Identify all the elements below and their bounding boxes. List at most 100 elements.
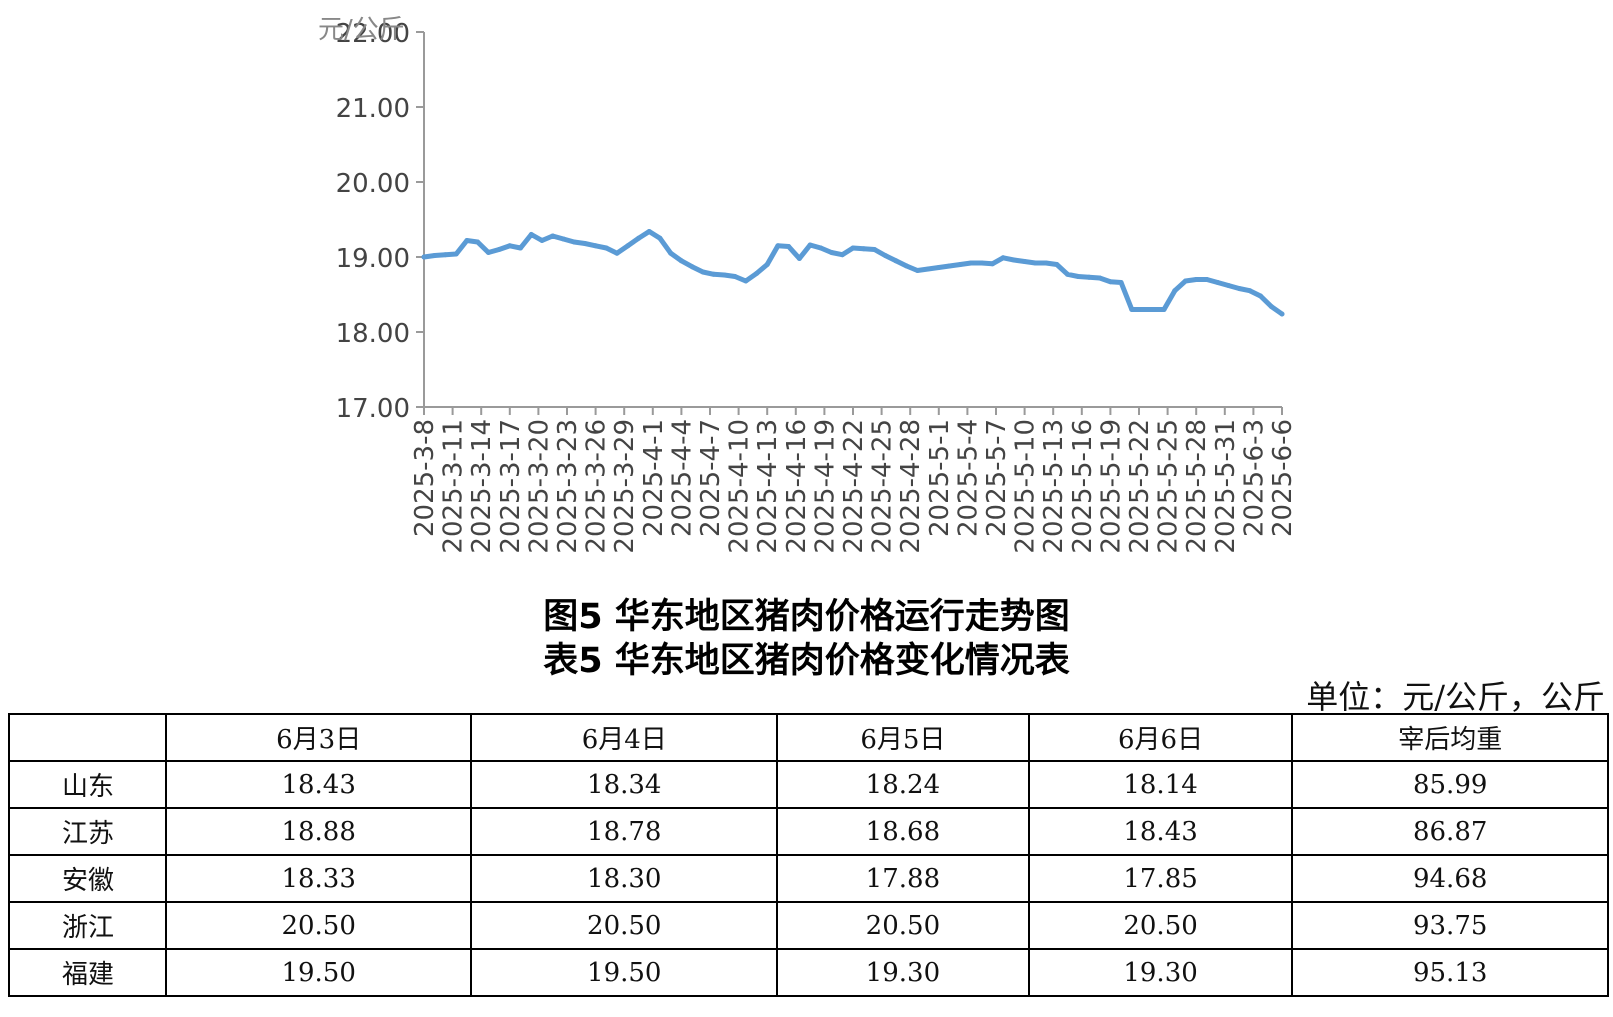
- header-cell: 6月3日: [164, 713, 473, 762]
- data-point: [432, 253, 438, 258]
- y-tick-label: 21.00: [336, 94, 410, 124]
- data-point: [1086, 274, 1092, 280]
- data-point: [1118, 280, 1124, 285]
- table-row: 安徽 18.33 18.30 17.88 17.85 94.68: [8, 854, 1609, 903]
- value-cell: 18.33: [164, 854, 473, 903]
- x-tick-label: 2025-3-26: [582, 419, 612, 554]
- data-point: [786, 244, 792, 249]
- value-cell: 18.43: [1027, 807, 1294, 856]
- data-point: [668, 250, 674, 256]
- data-point: [1215, 280, 1221, 285]
- x-tick-label: 2025-4-4: [667, 419, 697, 537]
- data-point: [1000, 255, 1006, 261]
- x-tick-label: 2025-5-31: [1211, 419, 1241, 554]
- y-tick-label: 17.00: [336, 394, 410, 424]
- price-line-chart: 17.00 18.00 19.00 20.00 21.00 22.00元/公斤 2025-…: [318, 15, 1298, 554]
- data-point: [1022, 259, 1028, 264]
- data-point: [1258, 293, 1263, 299]
- table-row: 福建 19.50 19.50 19.30 19.30 95.13: [8, 948, 1609, 997]
- data-point: [518, 245, 523, 251]
- data-point: [882, 253, 888, 258]
- data-point: [485, 250, 491, 255]
- data-point: [764, 262, 770, 267]
- header-cell: 6月4日: [470, 713, 779, 762]
- value-cell: 18.14: [1027, 760, 1294, 809]
- x-tick-label: 2025-5-7: [982, 419, 1012, 537]
- data-point: [1075, 274, 1081, 279]
- data-point: [1054, 262, 1060, 267]
- x-tick-label: 2025-5-13: [1039, 419, 1069, 554]
- data-point: [475, 239, 481, 245]
- value-cell: 20.50: [470, 901, 779, 950]
- data-point: [904, 263, 910, 269]
- x-tick-label: 2025-4-19: [810, 419, 840, 554]
- data-point: [957, 262, 963, 267]
- data-point: [1268, 304, 1274, 309]
- table-row: 山东 18.43 18.34 18.24 18.14 85.99: [8, 760, 1609, 809]
- data-point: [968, 260, 974, 266]
- x-tick-label: 2025-4-16: [782, 419, 812, 554]
- data-point: [979, 260, 985, 266]
- data-point: [775, 243, 781, 249]
- data-point: [453, 251, 459, 257]
- value-cell: 95.13: [1291, 948, 1609, 997]
- data-point: [603, 245, 609, 251]
- value-cell: 18.68: [776, 807, 1030, 856]
- header-cell: 6月5日: [776, 713, 1030, 762]
- unit-label: 单位：元/公斤，公斤: [1306, 678, 1605, 716]
- x-tick-label: 2025-5-22: [1125, 419, 1155, 554]
- data-point: [582, 241, 588, 246]
- x-tick-label: 2025-6-6: [1268, 419, 1298, 537]
- data-point: [1032, 260, 1038, 266]
- value-cell: 94.68: [1291, 854, 1609, 903]
- data-point: [1140, 307, 1146, 312]
- data-point: [571, 239, 577, 245]
- table-row: 浙江 20.50 20.50 20.50 20.50 93.75: [8, 901, 1609, 950]
- header-cell: 宰后均重: [1291, 713, 1609, 762]
- x-tick-label: 2025-4-10: [725, 419, 755, 554]
- x-tick-label: 2025-5-16: [1068, 419, 1098, 554]
- y-tick-label: 19.00: [336, 244, 410, 274]
- data-point: [1129, 307, 1135, 312]
- data-point: [839, 252, 845, 258]
- data-point: [528, 232, 534, 237]
- data-point: [711, 271, 717, 277]
- header-cell: 6月6日: [1027, 713, 1294, 762]
- x-tick-label: 2025-3-23: [553, 419, 583, 554]
- region-cell: 江苏: [8, 807, 167, 856]
- data-point: [464, 238, 470, 243]
- y-tick-label: 20.00: [336, 169, 410, 199]
- value-cell: 18.24: [776, 760, 1030, 809]
- data-point: [1172, 288, 1178, 294]
- data-point: [925, 266, 931, 272]
- data-point: [614, 250, 620, 256]
- data-point: [1097, 275, 1103, 281]
- value-cell: 93.75: [1291, 901, 1609, 950]
- value-cell: 19.50: [470, 948, 779, 997]
- data-point: [743, 278, 749, 284]
- data-point: [1247, 288, 1253, 294]
- value-cell: 17.85: [1027, 854, 1294, 903]
- data-point: [1183, 278, 1188, 284]
- data-point: [872, 247, 877, 252]
- data-point: [539, 238, 545, 243]
- x-tick-label: 2025-5-4: [953, 419, 983, 537]
- table-header-row: 6月3日 6月4日 6月5日 6月6日 宰后均重: [8, 713, 1609, 762]
- value-cell: 85.99: [1291, 760, 1609, 809]
- data-point: [850, 245, 856, 251]
- y-axis: 17.00 18.00 19.00 20.00 21.00 22.00元/公斤: [318, 15, 425, 424]
- region-cell: 浙江: [8, 901, 167, 950]
- table-caption: 表5 华东地区猪肉价格变化情况表: [543, 641, 1070, 681]
- y-tick-label: 22.00: [336, 19, 410, 49]
- x-tick-label: 2025-4-22: [839, 419, 869, 554]
- value-cell: 18.78: [470, 807, 779, 856]
- region-cell: 福建: [8, 948, 167, 997]
- value-cell: 18.30: [470, 854, 779, 903]
- data-point: [442, 252, 448, 258]
- data-point: [1279, 311, 1285, 317]
- data-point: [1011, 257, 1017, 263]
- data-point: [689, 264, 695, 270]
- data-point: [829, 250, 834, 255]
- data-point: [861, 246, 867, 252]
- header-cell: [8, 713, 167, 762]
